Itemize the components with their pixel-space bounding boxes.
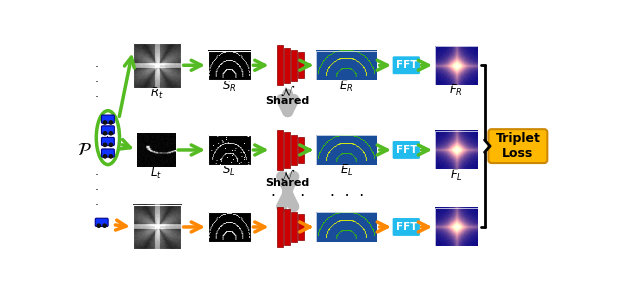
FancyBboxPatch shape <box>277 207 283 247</box>
Circle shape <box>103 143 107 146</box>
FancyBboxPatch shape <box>392 140 420 160</box>
FancyBboxPatch shape <box>277 130 283 170</box>
Text: $\mathcal{P}$: $\mathcal{P}$ <box>77 141 92 159</box>
Text: $F_R$: $F_R$ <box>449 83 463 98</box>
Text: $R_t$: $R_t$ <box>150 86 164 101</box>
Text: $L_t$: $L_t$ <box>150 166 162 181</box>
FancyBboxPatch shape <box>284 209 290 245</box>
Text: $E_R$: $E_R$ <box>339 79 354 94</box>
Text: $\mathcal{N}$: $\mathcal{N}$ <box>280 84 295 99</box>
FancyBboxPatch shape <box>102 149 115 157</box>
Circle shape <box>97 224 100 227</box>
Circle shape <box>109 121 113 124</box>
Circle shape <box>103 155 107 158</box>
Text: $F_L$: $F_L$ <box>450 168 463 183</box>
Text: ·
·
·: · · · <box>106 118 109 156</box>
FancyBboxPatch shape <box>291 50 297 81</box>
Text: Shared: Shared <box>266 178 310 188</box>
Text: ·  ·  ·: · · · <box>271 189 305 204</box>
Text: Shared: Shared <box>266 96 310 106</box>
Circle shape <box>109 132 113 135</box>
Text: FFT: FFT <box>396 145 417 155</box>
FancyBboxPatch shape <box>291 135 297 165</box>
FancyBboxPatch shape <box>488 129 547 163</box>
Text: $\mathcal{N}$: $\mathcal{N}$ <box>280 169 295 183</box>
FancyBboxPatch shape <box>284 47 290 83</box>
Text: ·  ·  ·: · · · <box>330 189 364 204</box>
FancyBboxPatch shape <box>298 214 304 240</box>
FancyBboxPatch shape <box>298 137 304 163</box>
FancyBboxPatch shape <box>102 115 115 123</box>
FancyBboxPatch shape <box>392 56 420 75</box>
FancyBboxPatch shape <box>284 132 290 168</box>
Text: $S_R$: $S_R$ <box>222 79 236 94</box>
FancyBboxPatch shape <box>291 212 297 242</box>
Circle shape <box>103 224 106 227</box>
Text: Triplet
Loss: Triplet Loss <box>495 132 540 160</box>
FancyBboxPatch shape <box>102 126 115 134</box>
FancyBboxPatch shape <box>277 45 283 85</box>
Text: $E_L$: $E_L$ <box>340 163 353 178</box>
Circle shape <box>109 155 113 158</box>
Text: FFT: FFT <box>396 222 417 232</box>
FancyBboxPatch shape <box>95 218 108 226</box>
Circle shape <box>103 132 107 135</box>
FancyBboxPatch shape <box>298 52 304 78</box>
Circle shape <box>109 143 113 146</box>
Text: $S_L$: $S_L$ <box>223 163 236 178</box>
Text: .
.
.: . . . <box>95 57 99 100</box>
Text: FFT: FFT <box>396 60 417 70</box>
FancyBboxPatch shape <box>392 217 420 237</box>
FancyBboxPatch shape <box>102 137 115 146</box>
Circle shape <box>103 121 107 124</box>
Text: .
.
.: . . . <box>95 165 99 208</box>
